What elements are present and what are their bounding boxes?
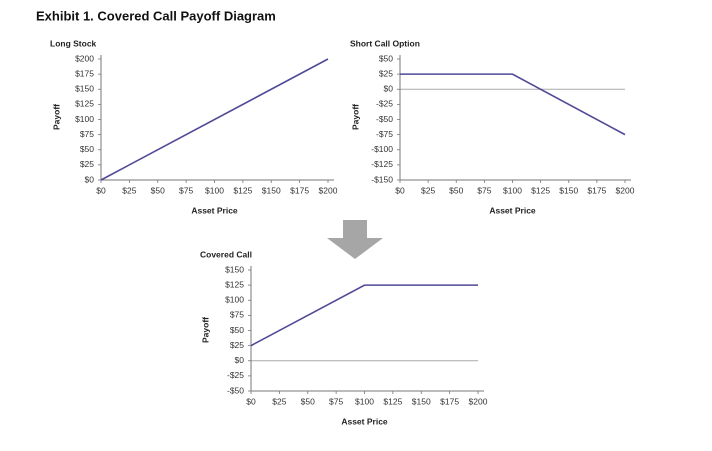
y-tick-label: $50: [80, 144, 94, 154]
y-axis-label: Payoff: [51, 104, 61, 130]
x-tick-label: $150: [412, 396, 431, 406]
y-tick-label: $100: [225, 295, 244, 305]
y-tick-label: $0: [384, 84, 394, 94]
x-axis-label: Asset Price: [191, 205, 238, 215]
y-axis-label: Payoff: [350, 104, 360, 130]
x-tick-label: $200: [616, 185, 635, 195]
y-tick-label: $125: [225, 279, 244, 289]
x-tick-label: $150: [262, 185, 281, 195]
y-tick-label: -$25: [227, 370, 244, 380]
x-tick-label: $50: [301, 396, 315, 406]
arrow-shaft: [343, 220, 367, 239]
y-tick-label: -$50: [376, 114, 393, 124]
y-tick-label: $75: [80, 129, 94, 139]
chart-title: Short Call Option: [350, 38, 420, 48]
chart-title: Covered Call: [200, 249, 252, 259]
y-tick-label: $0: [235, 355, 245, 365]
chart-title: Long Stock: [50, 38, 97, 48]
x-tick-label: $125: [233, 185, 252, 195]
y-tick-label: $150: [75, 84, 94, 94]
x-axis-label: Asset Price: [341, 416, 388, 426]
x-tick-label: $0: [395, 185, 405, 195]
exhibit-title: Exhibit 1. Covered Call Payoff Diagram: [36, 8, 276, 23]
x-tick-label: $175: [290, 185, 309, 195]
x-tick-label: $100: [355, 396, 374, 406]
arrow-head: [327, 238, 383, 259]
x-tick-label: $50: [449, 185, 463, 195]
x-tick-label: $100: [205, 185, 224, 195]
x-tick-label: $50: [151, 185, 165, 195]
y-tick-label: $25: [230, 340, 244, 350]
y-tick-label: -$25: [376, 99, 393, 109]
y-tick-label: $200: [75, 53, 94, 63]
y-tick-label: $50: [230, 325, 244, 335]
x-tick-label: $25: [122, 185, 136, 195]
y-tick-label: -$100: [371, 144, 393, 154]
y-tick-label: $175: [75, 68, 94, 78]
y-axis-label: Payoff: [200, 317, 210, 343]
y-tick-label: -$50: [227, 385, 244, 395]
x-tick-label: $75: [179, 185, 193, 195]
x-tick-label: $0: [96, 185, 106, 195]
x-tick-label: $175: [587, 185, 606, 195]
x-tick-label: $200: [319, 185, 338, 195]
y-tick-label: $25: [80, 159, 94, 169]
payoff-line: [250, 284, 478, 347]
x-tick-label: $125: [531, 185, 550, 195]
y-tick-label: $100: [75, 114, 94, 124]
y-tick-label: -$125: [371, 159, 393, 169]
payoff-line: [400, 73, 626, 136]
x-tick-label: $25: [272, 396, 286, 406]
down-arrow: [327, 220, 383, 259]
x-axis-label: Asset Price: [489, 205, 536, 215]
y-tick-label: $50: [379, 53, 393, 63]
x-tick-label: $25: [421, 185, 435, 195]
y-tick-label: $75: [230, 310, 244, 320]
y-tick-label: $0: [85, 174, 95, 184]
y-tick-label: -$150: [371, 174, 393, 184]
x-tick-label: $75: [477, 185, 491, 195]
payoff-line: [100, 58, 329, 181]
x-tick-label: $100: [503, 185, 522, 195]
y-tick-label: $150: [225, 264, 244, 274]
x-tick-label: $150: [559, 185, 578, 195]
x-tick-label: $175: [440, 396, 459, 406]
x-tick-label: $0: [246, 396, 256, 406]
y-tick-label: $125: [75, 99, 94, 109]
x-tick-label: $200: [469, 396, 488, 406]
x-tick-label: $75: [329, 396, 343, 406]
y-tick-label: -$75: [376, 129, 393, 139]
y-tick-label: $25: [379, 68, 393, 78]
x-tick-label: $125: [383, 396, 402, 406]
